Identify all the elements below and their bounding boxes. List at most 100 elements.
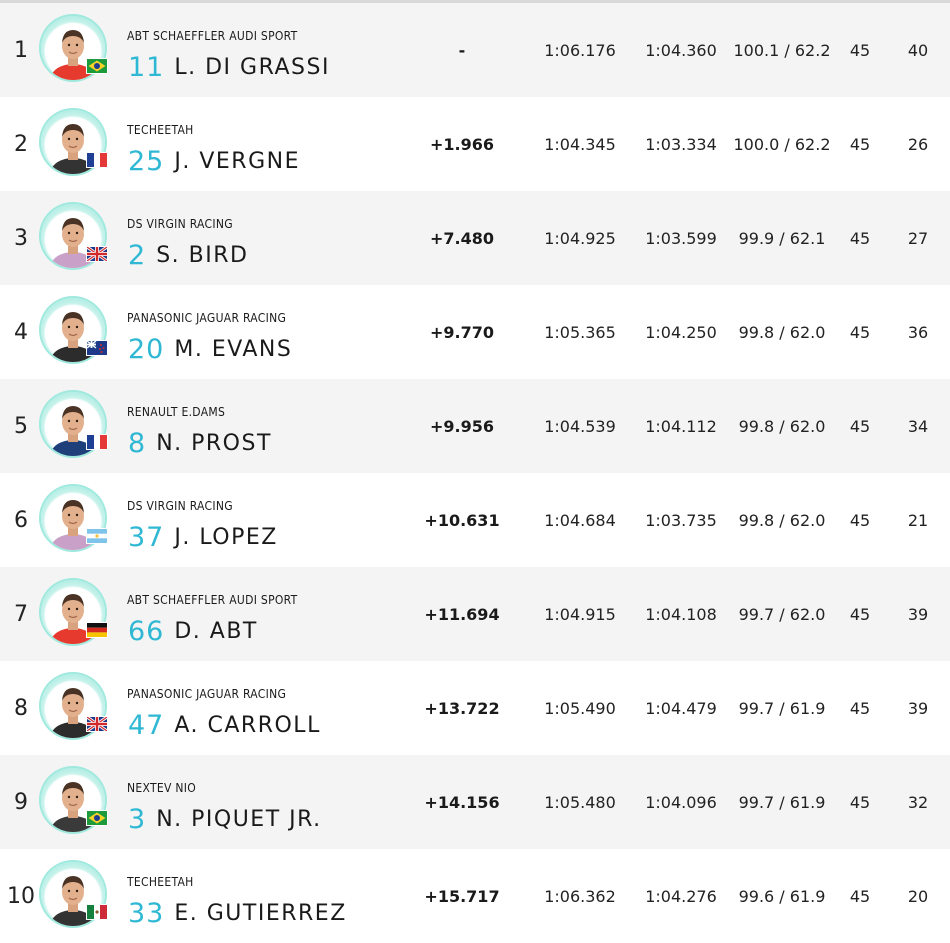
top-speed: 99.7 / 62.0 — [738, 604, 826, 624]
team-name: PANASONIC JAGUAR RACING — [127, 311, 287, 325]
position: 3 — [14, 225, 28, 251]
country-flag-icon — [87, 435, 107, 449]
team-name: TECHEETAH — [127, 123, 194, 137]
laps: 45 — [849, 40, 871, 60]
driver-name[interactable]: J. LOPEZ — [174, 525, 278, 550]
country-flag-icon — [87, 153, 107, 167]
table-row[interactable]: 1 ABT SCHAEFFLER AUDI SPORT 11 L. DI GRASSI… — [0, 3, 950, 97]
driver-avatar — [41, 298, 105, 362]
best-lap: 1:05.480 — [544, 792, 616, 812]
table-row[interactable]: 3 DS VIRGIN RACING 2 S. BIRD +7.480 1:04.925 1… — [0, 191, 950, 285]
top-speed: 100.1 / 62.2 — [733, 40, 831, 60]
position: 2 — [14, 131, 28, 157]
country-flag-icon — [87, 623, 107, 637]
gap-to-leader: +9.770 — [429, 322, 494, 342]
best-lap: 1:04.915 — [544, 604, 616, 624]
team-name: RENAULT E.DAMS — [127, 405, 226, 419]
top-speed: 99.7 / 61.9 — [738, 698, 826, 718]
team-name: PANASONIC JAGUAR RACING — [127, 687, 287, 701]
table-row[interactable]: 9 NEXTEV NIO 3 N. PIQUET JR. +14.156 1:05.480… — [0, 755, 950, 849]
points: 27 — [907, 228, 929, 248]
lap-time: 1:04.250 — [645, 322, 717, 342]
table-row[interactable]: 7 ABT SCHAEFFLER AUDI SPORT 66 D. ABT +11.69… — [0, 567, 950, 661]
driver-avatar — [41, 204, 105, 268]
driver-name[interactable]: J. VERGNE — [174, 149, 300, 174]
top-speed: 99.8 / 62.0 — [738, 416, 826, 436]
top-speed: 99.8 / 62.0 — [738, 510, 826, 530]
position: 8 — [14, 695, 28, 721]
position: 10 — [7, 883, 35, 909]
team-name: DS VIRGIN RACING — [127, 499, 233, 513]
table-row[interactable]: 5 RENAULT E.DAMS 8 N. PROST +9.956 1:04.539 1:… — [0, 379, 950, 473]
gap-to-leader: +1.966 — [429, 134, 494, 154]
points: 39 — [907, 698, 929, 718]
laps: 45 — [849, 698, 871, 718]
car-number: 3 — [128, 804, 147, 835]
gap-to-leader: - — [458, 40, 466, 60]
best-lap: 1:05.490 — [544, 698, 616, 718]
gap-to-leader: +10.631 — [424, 510, 500, 530]
position: 7 — [14, 601, 28, 627]
country-flag-icon — [87, 529, 107, 543]
gap-to-leader: +15.717 — [424, 886, 500, 906]
table-row[interactable]: 2 TECHEETAH 25 J. VERGNE +1.966 1:04.345 1:03.… — [0, 97, 950, 191]
lap-time: 1:04.096 — [645, 792, 717, 812]
car-number: 66 — [128, 616, 165, 647]
country-flag-icon — [87, 341, 107, 355]
laps: 45 — [849, 886, 871, 906]
country-flag-icon — [87, 247, 107, 261]
position: 4 — [14, 319, 28, 345]
position: 5 — [14, 413, 28, 439]
country-flag-icon — [87, 905, 107, 919]
points: 40 — [907, 40, 929, 60]
points: 32 — [907, 792, 929, 812]
driver-name[interactable]: E. GUTIERREZ — [174, 901, 347, 926]
gap-to-leader: +7.480 — [429, 228, 494, 248]
table-row[interactable]: 6 DS VIRGIN RACING 37 J. LOPEZ +10.631 1:04.6… — [0, 473, 950, 567]
car-number: 47 — [128, 710, 165, 741]
best-lap: 1:04.539 — [544, 416, 616, 436]
points: 26 — [907, 134, 929, 154]
car-number: 2 — [128, 240, 147, 271]
driver-name[interactable]: N. PIQUET JR. — [156, 807, 322, 832]
best-lap: 1:06.176 — [544, 40, 616, 60]
table-row[interactable]: 4 PANASONIC JAGUAR RACING 20 M. EVANS +9.770… — [0, 285, 950, 379]
driver-name[interactable]: A. CARROLL — [174, 713, 321, 738]
top-speed: 100.0 / 62.2 — [733, 134, 831, 154]
position: 9 — [14, 789, 28, 815]
driver-name[interactable]: L. DI GRASSI — [174, 55, 330, 80]
car-number: 37 — [128, 522, 165, 553]
driver-name[interactable]: N. PROST — [156, 431, 272, 456]
points: 20 — [907, 886, 929, 906]
lap-time: 1:04.360 — [645, 40, 717, 60]
laps: 45 — [849, 510, 871, 530]
points: 39 — [907, 604, 929, 624]
best-lap: 1:05.365 — [544, 322, 616, 342]
car-number: 20 — [128, 334, 165, 365]
team-name: ABT SCHAEFFLER AUDI SPORT — [127, 29, 298, 43]
table-row[interactable]: 8 PANASONIC JAGUAR RACING 47 A. CARROLL +13.… — [0, 661, 950, 755]
lap-time: 1:04.108 — [645, 604, 717, 624]
laps: 45 — [849, 322, 871, 342]
lap-time: 1:03.735 — [645, 510, 717, 530]
country-flag-icon — [87, 811, 107, 825]
car-number: 11 — [128, 52, 165, 83]
car-number: 8 — [128, 428, 147, 459]
gap-to-leader: +13.722 — [424, 698, 500, 718]
position: 1 — [14, 37, 28, 63]
gap-to-leader: +14.156 — [424, 792, 500, 812]
driver-name[interactable]: D. ABT — [174, 619, 258, 644]
lap-time: 1:04.479 — [645, 698, 717, 718]
laps: 45 — [849, 792, 871, 812]
gap-to-leader: +11.694 — [424, 604, 500, 624]
best-lap: 1:04.345 — [544, 134, 616, 154]
team-name: ABT SCHAEFFLER AUDI SPORT — [127, 593, 298, 607]
table-row[interactable]: 10 TECHEETAH 33 E. GUTIERREZ +15.717 1:06.362… — [0, 849, 950, 943]
driver-name[interactable]: S. BIRD — [156, 243, 249, 268]
top-speed: 99.9 / 62.1 — [738, 228, 826, 248]
best-lap: 1:04.684 — [544, 510, 616, 530]
position: 6 — [14, 507, 28, 533]
laps: 45 — [849, 228, 871, 248]
driver-name[interactable]: M. EVANS — [174, 337, 293, 362]
